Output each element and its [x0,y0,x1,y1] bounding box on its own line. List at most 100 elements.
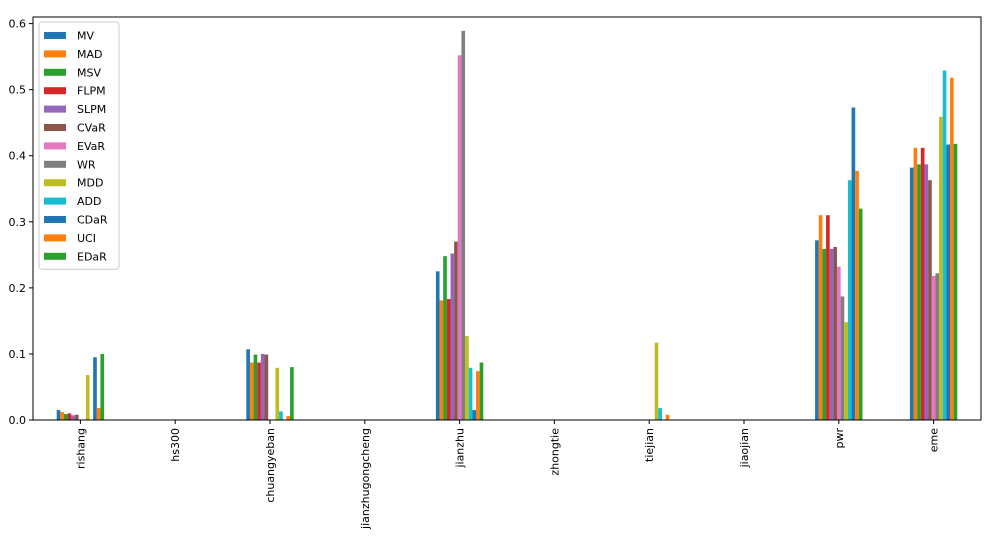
x-tick-label-jianzhu: jianzhu [454,428,467,469]
legend-swatch-edar [44,252,66,260]
bar-flpm-chuangyeban [257,362,261,420]
bar-slpm-eme [924,164,929,420]
bar-mv-chuangyeban [246,349,250,420]
legend-label-mad: MAD [77,48,103,61]
bar-mv-jianzhu [435,271,440,420]
y-axis: 0.0 0.1 0.2 0.3 0.4 0.5 0.6 [9,18,33,427]
bar-mv-rishang [56,410,61,420]
bar-wr-jianzhu [461,30,466,421]
legend-label-cvar: CVaR [77,122,106,135]
bar-msv-eme [917,164,921,420]
legend-swatch-slpm [44,105,66,113]
bar-mv-eme [909,167,914,420]
bar-mdd-rishang [85,375,90,420]
bar-uci-rishang [96,408,101,420]
legend-swatch-cvar [44,124,66,131]
x-tick-label-rishang: rishang [74,428,87,469]
bar-msv-rishang [63,414,68,420]
bar-mad-eme [913,147,918,420]
bar-edar-pwr [858,208,863,420]
legend-label-add: ADD [77,195,101,208]
bar-mv-pwr [815,240,819,420]
legend-swatch-evar [44,142,66,150]
legend-label-flpm: FLPM [77,85,106,98]
bar-msv-pwr [822,248,827,420]
bar-cvar-jianzhu [454,241,458,420]
bar-cvar-rishang [74,414,79,420]
bar-evar-eme [931,275,936,420]
x-tick-label-hs300: hs300 [169,428,182,462]
bar-mad-chuangyeban [249,362,254,420]
legend-label-uci: UCI [77,232,96,245]
legend: MV MAD MSV FLPM SLPM CVaR EVaR WR MDD ADD CDaR UCI E… [38,21,120,270]
legend-swatch-mv [44,32,66,39]
y-tick-label: 0.6 [9,18,27,31]
bar-mdd-jianzhu [465,336,469,420]
x-tick-label-eme: eme [928,428,941,452]
legend-box [38,21,120,270]
y-tick-label: 0.3 [9,216,27,229]
bar-cdar-rishang [93,357,97,420]
bar-mad-pwr [818,215,823,420]
bar-cvar-chuangyeban [264,354,269,420]
bar-uci-pwr [855,170,859,420]
x-axis: rishang hs300 chuangyeban jianzhugongcheng j… [74,420,941,530]
legend-swatch-mad [44,50,66,58]
bar-uci-jianzhu [476,371,480,420]
bar-wr-pwr [840,296,845,420]
legend-label-edar: EDaR [77,250,107,263]
legend-label-slpm: SLPM [77,103,106,116]
legend-label-mv: MV [77,30,94,43]
x-tick-label-pwr: pwr [833,428,846,449]
legend-swatch-mdd [44,179,66,187]
bar-mad-rishang [60,412,64,420]
bar-uci-eme [950,77,954,420]
bar-msv-chuangyeban [253,354,258,420]
bar-slpm-chuangyeban [260,353,265,420]
bar-add-pwr [847,180,852,420]
bar-mdd-tiejian [654,342,659,420]
bar-evar-jianzhu [457,55,462,420]
x-tick-label-tiejian: tiejian [643,428,656,462]
legend-swatch-cdar [44,216,66,223]
bar-uci-chuangyeban [286,416,291,420]
x-tick-label-zhongtie: zhongtie [548,428,561,476]
legend-label-cdar: CDaR [77,214,108,227]
bar-flpm-eme [920,147,925,420]
bar-wr-eme [935,273,940,420]
bar-cvar-pwr [833,246,837,420]
bar-slpm-rishang [71,415,75,420]
x-tick-label-chuangyeban: chuangyeban [264,428,277,503]
bar-cdar-eme [946,144,951,420]
bar-edar-chuangyeban [290,367,294,420]
bar-add-chuangyeban [279,411,283,420]
legend-swatch-add [44,197,66,205]
bar-slpm-pwr [829,248,834,420]
legend-swatch-msv [44,68,66,76]
y-tick-label: 0.1 [9,348,27,361]
bar-flpm-pwr [826,215,830,420]
legend-swatch-flpm [44,87,66,95]
bar-add-jianzhu [468,367,473,420]
legend-label-mdd: MDD [77,177,103,190]
bar-add-eme [942,70,947,420]
bar-cdar-pwr [851,107,856,420]
bar-mad-jianzhu [439,300,444,420]
bar-msv-jianzhu [443,256,447,420]
bars-layer [56,30,958,421]
bar-cdar-jianzhu [472,410,477,420]
bar-uci-tiejian [665,414,670,420]
x-tick-label-jiaojian: jiaojian [738,428,751,468]
bar-flpm-jianzhu [446,299,451,420]
legend-swatch-uci [44,234,66,242]
y-tick-label: 0.5 [9,84,27,97]
bar-slpm-jianzhu [450,253,455,420]
bar-mdd-pwr [844,322,848,420]
bar-edar-jianzhu [479,362,484,420]
legend-label-wr: WR [77,158,96,171]
bar-edar-rishang [100,353,105,420]
bar-flpm-rishang [67,413,72,420]
bar-mdd-eme [939,116,943,420]
bar-evar-pwr [836,266,841,420]
